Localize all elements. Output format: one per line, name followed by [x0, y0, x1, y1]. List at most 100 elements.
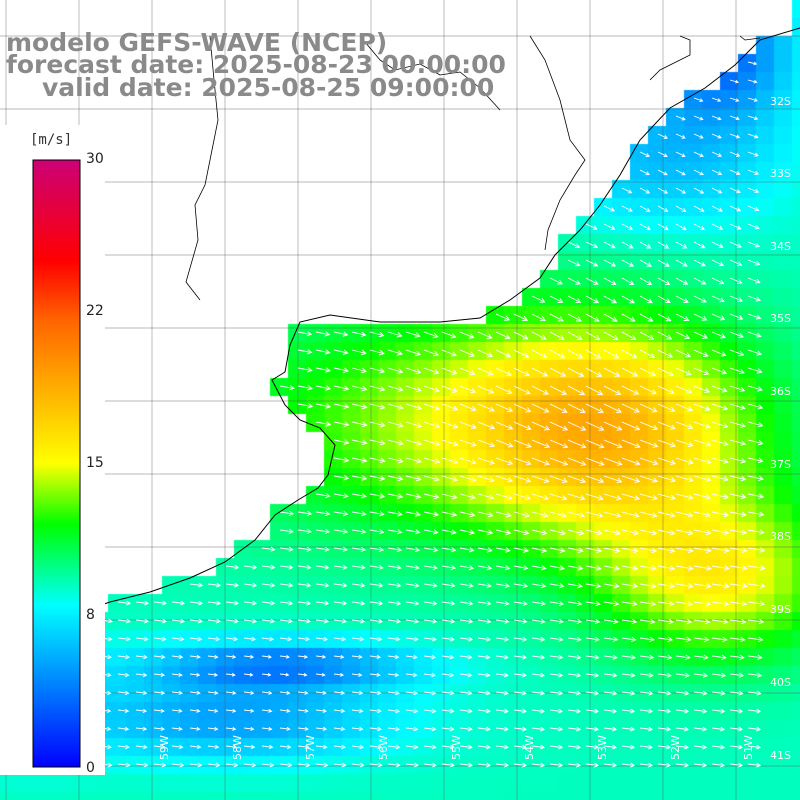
wind-arrow — [207, 708, 219, 713]
wind-arrow — [477, 672, 491, 678]
wind-arrow — [333, 546, 348, 552]
wind-arrow — [153, 636, 167, 642]
wind-arrow — [297, 528, 313, 534]
wind-arrow — [675, 726, 690, 732]
wind-arrow — [711, 169, 723, 176]
wind-arrow — [639, 457, 659, 466]
wind-arrow — [747, 511, 765, 517]
wind-arrow — [387, 367, 404, 374]
wind-arrow — [657, 277, 671, 285]
wind-arrow — [495, 618, 510, 624]
wind-arrow — [729, 187, 741, 194]
wind-arrow — [693, 133, 704, 139]
wind-arrow — [513, 708, 528, 714]
wind-arrow — [495, 654, 509, 660]
wind-arrow — [603, 636, 619, 642]
wind-arrow — [729, 115, 740, 121]
wind-arrow — [477, 331, 493, 339]
wind-arrow — [441, 511, 458, 518]
wind-arrow — [297, 708, 309, 713]
wind-arrow — [603, 331, 619, 341]
wind-arrow — [261, 636, 275, 642]
wind-arrow — [567, 529, 585, 536]
wind-arrow — [675, 744, 690, 750]
wind-arrow — [387, 403, 404, 410]
wind-arrow — [297, 600, 312, 606]
wind-arrow — [405, 493, 422, 500]
wind-arrow — [513, 439, 532, 448]
wind-arrow — [225, 726, 237, 731]
wind-arrow — [729, 367, 745, 375]
wind-arrow — [567, 654, 582, 660]
wind-arrow — [693, 690, 708, 696]
wind-arrow — [531, 493, 550, 501]
wind-arrow — [333, 654, 345, 659]
wind-arrow — [351, 457, 368, 463]
wind-arrow — [531, 672, 546, 678]
wind-arrow — [657, 547, 676, 554]
wind-arrow — [513, 367, 531, 377]
wind-arrow — [315, 528, 331, 534]
wind-arrow — [477, 349, 494, 358]
wind-arrow — [621, 672, 636, 678]
wind-arrow — [585, 565, 602, 571]
wind-arrow — [351, 762, 365, 768]
wind-arrow — [153, 618, 168, 624]
wind-arrow — [711, 421, 729, 429]
wind-arrow — [657, 636, 674, 643]
wind-arrow — [495, 762, 510, 768]
wind-arrow — [621, 259, 635, 267]
wind-arrow — [513, 385, 531, 395]
wind-arrow — [171, 654, 184, 660]
wind-arrow — [477, 726, 491, 732]
wind-arrow — [585, 439, 605, 449]
wind-arrow — [387, 618, 402, 624]
wind-arrow — [711, 313, 726, 321]
wind-arrow — [567, 439, 587, 449]
wind-arrow — [729, 493, 747, 500]
wind-arrow — [207, 672, 219, 677]
wind-arrow — [711, 654, 727, 661]
wind-arrow — [153, 726, 166, 731]
wind-arrow — [207, 690, 219, 695]
wind-arrow — [495, 403, 514, 413]
wind-arrow — [693, 313, 708, 321]
wind-arrow — [405, 475, 422, 482]
wind-arrow — [567, 511, 586, 518]
wind-arrow — [441, 493, 458, 500]
wind-arrow — [225, 654, 237, 659]
wind-arrow — [549, 295, 564, 303]
wind-arrow — [423, 421, 441, 429]
wind-arrow — [567, 277, 581, 285]
wind-arrow — [243, 762, 257, 768]
wind-arrow — [657, 331, 673, 340]
wind-arrow — [657, 690, 672, 696]
wind-arrow — [531, 511, 549, 518]
wind-arrow — [585, 295, 600, 304]
wind-arrow — [405, 529, 421, 535]
wind-arrow — [279, 600, 294, 606]
wind-arrow — [333, 349, 349, 355]
wind-arrow — [549, 582, 565, 589]
wind-arrow — [531, 636, 546, 642]
wind-arrow — [603, 690, 618, 696]
wind-arrow — [621, 385, 640, 395]
wind-arrow — [711, 636, 728, 643]
wind-arrow — [711, 205, 723, 212]
border-line — [359, 35, 501, 111]
wind-arrow — [621, 529, 640, 536]
coastline-path — [39, 27, 800, 616]
wind-arrow — [639, 277, 653, 285]
wind-arrow — [405, 618, 420, 624]
wind-arrow — [639, 583, 657, 589]
wind-arrow — [351, 367, 368, 374]
wind-arrow — [729, 403, 746, 410]
wind-arrow — [297, 367, 313, 373]
wind-arrow — [423, 511, 440, 517]
wind-arrow — [675, 475, 694, 483]
wind-arrow — [243, 726, 255, 731]
wind-arrow — [603, 403, 622, 413]
wind-arrow — [729, 475, 747, 482]
wind-arrow — [675, 439, 694, 447]
wind-arrow — [135, 654, 148, 660]
